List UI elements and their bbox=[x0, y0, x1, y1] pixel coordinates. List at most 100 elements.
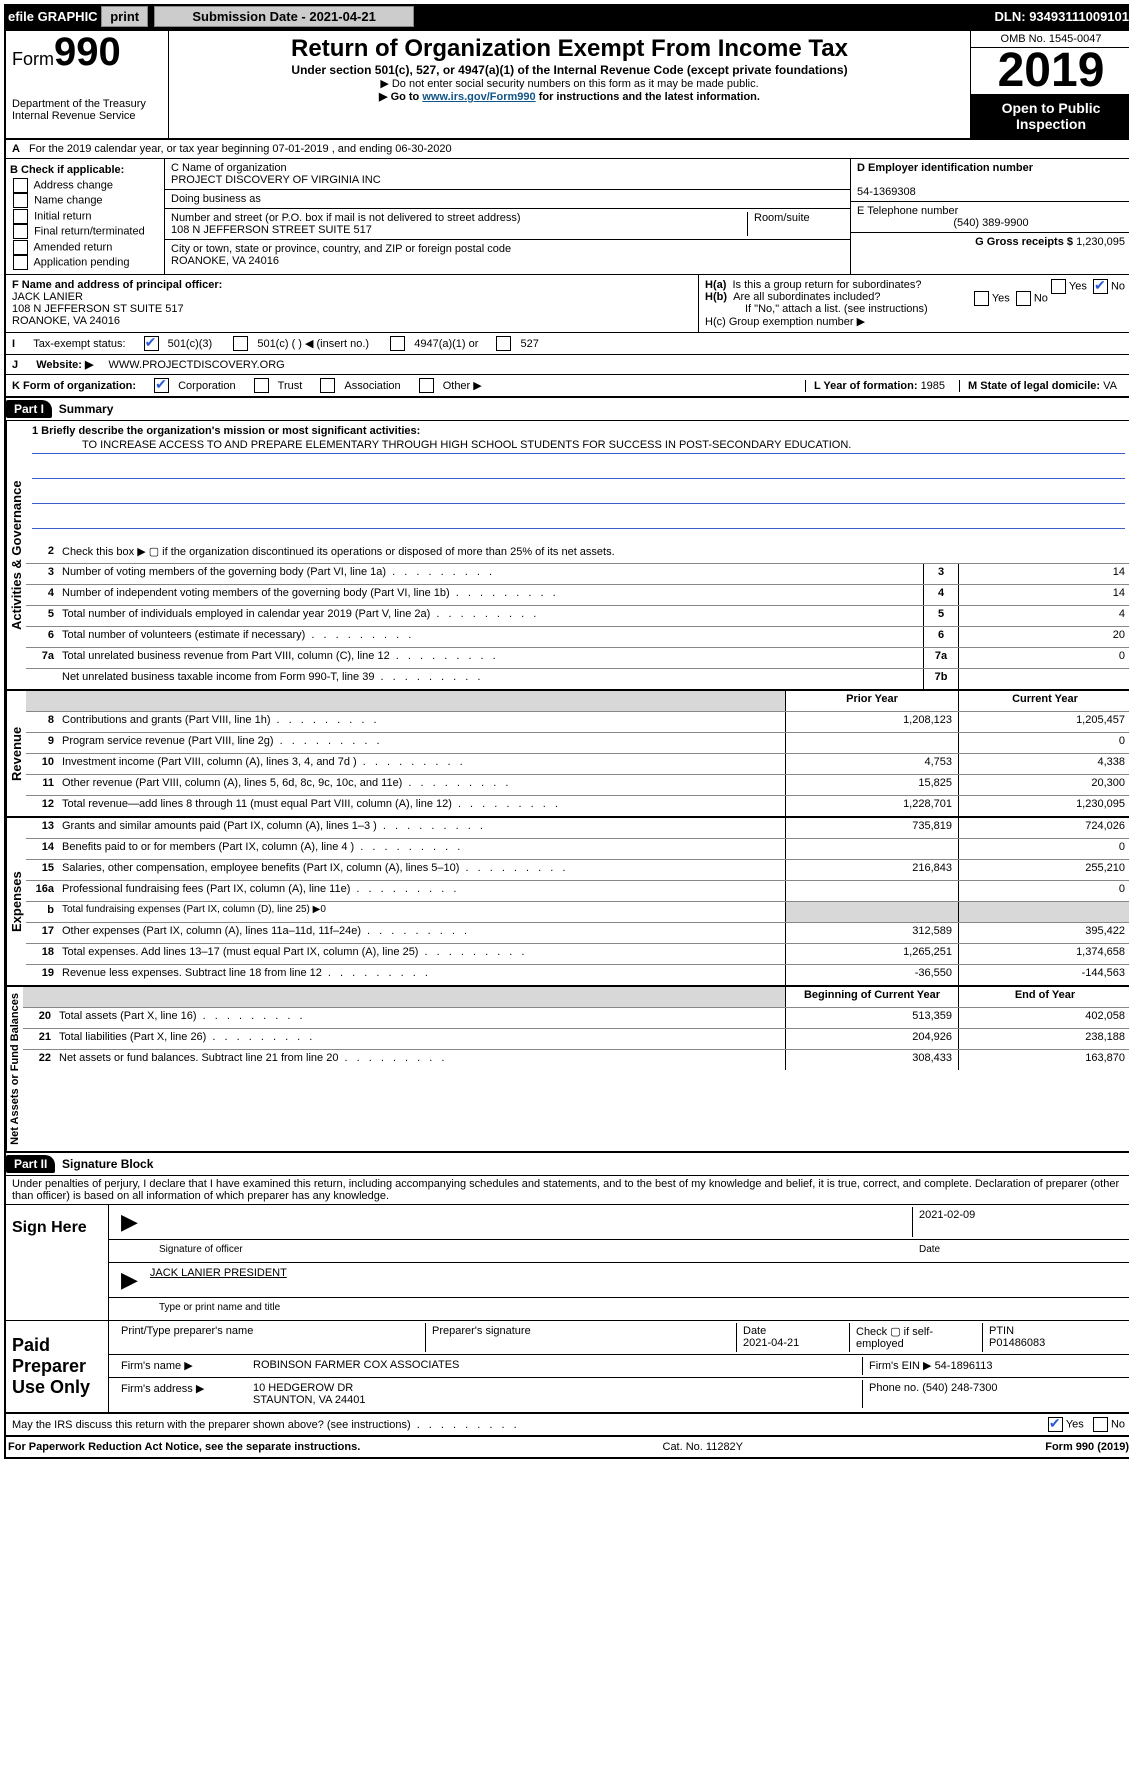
box-klm: K Form of organization: Corporation Trus… bbox=[6, 375, 1129, 398]
netassets-section: Net Assets or Fund Balances Beginning of… bbox=[6, 987, 1129, 1153]
addr-change-checkbox[interactable] bbox=[13, 178, 28, 193]
name-change-checkbox[interactable] bbox=[13, 193, 28, 208]
discuss-no-label: No bbox=[1111, 1419, 1125, 1431]
website-label: Website: ▶ bbox=[36, 358, 93, 371]
line-11: 11Other revenue (Part VIII, column (A), … bbox=[26, 775, 1129, 796]
phone-label: E Telephone number bbox=[857, 205, 958, 217]
header-left: Form990 Department of the Treasury Inter… bbox=[6, 31, 169, 138]
addr-label: Number and street (or P.O. box if mail i… bbox=[171, 212, 521, 224]
opt-other: Other ▶ bbox=[443, 379, 482, 392]
identity-block: B Check if applicable: Address change Na… bbox=[6, 159, 1129, 275]
initial-checkbox[interactable] bbox=[13, 209, 28, 224]
other-checkbox[interactable] bbox=[419, 378, 434, 393]
line7b-n: 7b bbox=[923, 669, 958, 689]
gov-label: Activities & Governance bbox=[6, 421, 26, 689]
part1-tag: Part I bbox=[6, 400, 52, 418]
part2-header: Part II Signature Block bbox=[6, 1153, 1129, 1176]
arrow-icon: ▶ bbox=[115, 1207, 144, 1237]
form-org-label: K Form of organization: bbox=[12, 380, 136, 392]
firm-addr1: 10 HEDGEROW DR bbox=[253, 1382, 353, 1394]
ha-yes[interactable] bbox=[1051, 279, 1066, 294]
officer-name-title: JACK LANIER PRESIDENT bbox=[144, 1265, 1125, 1295]
revenue-section: Revenue Prior YearCurrent Year 8Contribu… bbox=[6, 691, 1129, 818]
corp-checkbox[interactable] bbox=[154, 378, 169, 393]
efile-label: efile GRAPHIC bbox=[8, 9, 98, 24]
line7b-text: Net unrelated business taxable income fr… bbox=[58, 669, 923, 689]
hb-yes[interactable] bbox=[974, 291, 989, 306]
initial-label: Initial return bbox=[34, 210, 91, 222]
officer-label: F Name and address of principal officer: bbox=[12, 279, 222, 291]
opt-4947: 4947(a)(1) or bbox=[414, 338, 478, 350]
org-name: PROJECT DISCOVERY OF VIRGINIA INC bbox=[171, 174, 381, 186]
form-note1: ▶ Do not enter social security numbers o… bbox=[177, 77, 962, 90]
discuss-yes-label: Yes bbox=[1066, 1419, 1084, 1431]
mission-text: TO INCREASE ACCESS TO AND PREPARE ELEMEN… bbox=[32, 439, 1125, 454]
mission-blank1 bbox=[32, 464, 1125, 479]
part1-title: Summary bbox=[59, 402, 114, 416]
tax-status-label: Tax-exempt status: bbox=[33, 338, 125, 350]
right-col: D Employer identification number 54-1369… bbox=[850, 159, 1129, 274]
firm-name-label: Firm's name ▶ bbox=[115, 1357, 247, 1375]
501c-checkbox[interactable] bbox=[233, 336, 248, 351]
hc-label: H(c) Group exemption number ▶ bbox=[705, 315, 1125, 328]
ha-no[interactable] bbox=[1093, 279, 1108, 294]
firm-name: ROBINSON FARMER COX ASSOCIATES bbox=[247, 1357, 862, 1375]
part2-title: Signature Block bbox=[62, 1157, 153, 1171]
no-label: No bbox=[1111, 281, 1125, 293]
final-checkbox[interactable] bbox=[13, 224, 28, 239]
submission-date-button[interactable]: Submission Date - 2021-04-21 bbox=[154, 6, 414, 27]
ptin-label: PTIN bbox=[989, 1325, 1014, 1337]
mission-q: 1 Briefly describe the organization's mi… bbox=[32, 425, 420, 437]
discuss-no[interactable] bbox=[1093, 1417, 1108, 1432]
box-h: H(a) Is this a group return for subordin… bbox=[699, 275, 1129, 332]
final-label: Final return/terminated bbox=[34, 226, 145, 238]
line6-text: Total number of volunteers (estimate if … bbox=[58, 627, 923, 647]
rev-header: Prior YearCurrent Year bbox=[26, 691, 1129, 712]
line5-text: Total number of individuals employed in … bbox=[58, 606, 923, 626]
tax-year: 2019 bbox=[971, 48, 1129, 94]
top-bar: efile GRAPHIC print Submission Date - 20… bbox=[4, 4, 1129, 29]
line-18: 18Total expenses. Add lines 13–17 (must … bbox=[26, 944, 1129, 965]
firm-phone-label: Phone no. bbox=[869, 1382, 919, 1394]
perjury-text: Under penalties of perjury, I declare th… bbox=[6, 1176, 1129, 1205]
firm-ein: 54-1896113 bbox=[935, 1360, 993, 1372]
cur-year-head: Current Year bbox=[958, 691, 1129, 711]
527-checkbox[interactable] bbox=[496, 336, 511, 351]
begin-year-head: Beginning of Current Year bbox=[785, 987, 958, 1007]
501c3-checkbox[interactable] bbox=[144, 336, 159, 351]
year-form-label: L Year of formation: bbox=[814, 380, 918, 392]
prep-name-head: Print/Type preparer's name bbox=[115, 1323, 425, 1352]
opt-corp: Corporation bbox=[178, 380, 235, 392]
trust-checkbox[interactable] bbox=[254, 378, 269, 393]
irs-link[interactable]: www.irs.gov/Form990 bbox=[422, 91, 535, 103]
net-label: Net Assets or Fund Balances bbox=[6, 987, 23, 1151]
discuss-yes[interactable] bbox=[1048, 1417, 1063, 1432]
line-22: 22Net assets or fund balances. Subtract … bbox=[23, 1050, 1129, 1070]
line7a-v: 0 bbox=[958, 648, 1129, 668]
line3-text: Number of voting members of the governin… bbox=[58, 564, 923, 584]
expenses-section: Expenses 13Grants and similar amounts pa… bbox=[6, 818, 1129, 987]
assoc-checkbox[interactable] bbox=[320, 378, 335, 393]
line5-n: 5 bbox=[923, 606, 958, 626]
line5-v: 4 bbox=[958, 606, 1129, 626]
4947-checkbox[interactable] bbox=[390, 336, 405, 351]
amended-checkbox[interactable] bbox=[13, 240, 28, 255]
line-21: 21Total liabilities (Part X, line 26)204… bbox=[23, 1029, 1129, 1050]
gross-label: G Gross receipts $ bbox=[975, 236, 1073, 248]
line-19: 19Revenue less expenses. Subtract line 1… bbox=[26, 965, 1129, 985]
self-emp-check: Check ▢ if self-employed bbox=[849, 1323, 982, 1352]
pending-checkbox[interactable] bbox=[13, 255, 28, 270]
hb-no[interactable] bbox=[1016, 291, 1031, 306]
form-number: Form990 bbox=[12, 35, 162, 70]
line-17: 17Other expenses (Part IX, column (A), l… bbox=[26, 923, 1129, 944]
footer-mid: Cat. No. 11282Y bbox=[663, 1441, 744, 1453]
form-title: Return of Organization Exempt From Incom… bbox=[177, 35, 962, 63]
line6-v: 20 bbox=[958, 627, 1129, 647]
dept-label: Department of the Treasury Internal Reve… bbox=[12, 98, 162, 122]
print-button[interactable]: print bbox=[101, 6, 148, 27]
f-h-row: F Name and address of principal officer:… bbox=[6, 275, 1129, 333]
opt-assoc: Association bbox=[344, 380, 400, 392]
mission-blank3 bbox=[32, 514, 1125, 529]
form-prefix: Form bbox=[12, 49, 54, 69]
prep-date-head: Date bbox=[743, 1325, 766, 1337]
